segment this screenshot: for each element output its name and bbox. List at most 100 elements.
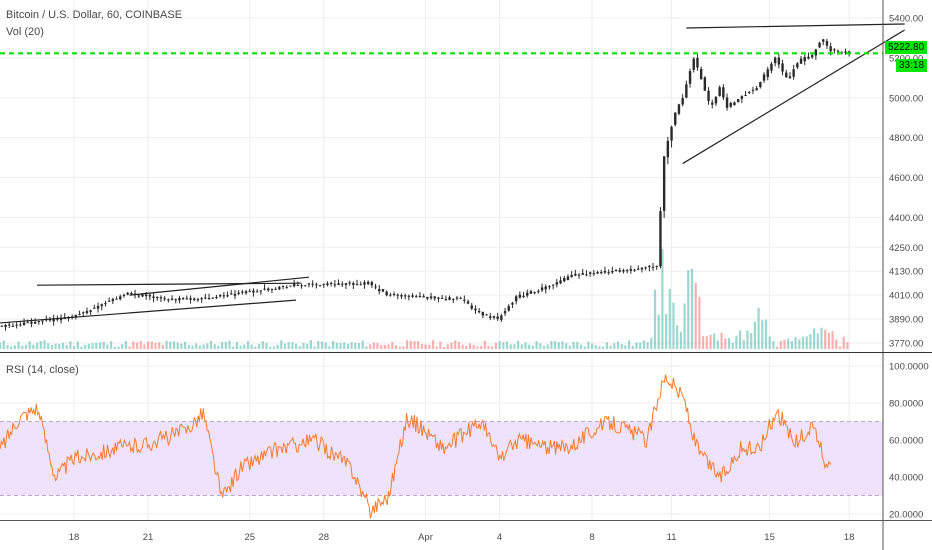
- candle-body: [644, 267, 647, 269]
- volume-bar: [147, 341, 150, 349]
- candle-body: [581, 273, 584, 275]
- volume-bar: [110, 341, 113, 349]
- candle-body: [500, 315, 503, 320]
- volume-bar: [468, 343, 472, 349]
- candle-body: [82, 312, 85, 314]
- candle-body: [622, 270, 625, 272]
- volume-bar: [753, 321, 756, 349]
- volume-bar: [431, 340, 435, 349]
- candle-body: [818, 42, 821, 48]
- candle-body: [204, 297, 207, 299]
- volume-bar: [428, 344, 431, 349]
- rsi-axis-tick-label: 80.0000: [889, 399, 923, 410]
- candle-body: [333, 284, 337, 286]
- candle-body: [122, 294, 126, 296]
- volume-bar: [702, 336, 705, 349]
- volume-bar: [661, 248, 664, 349]
- candle-body: [648, 265, 651, 268]
- candle-body: [159, 297, 163, 299]
- volume-bar: [313, 346, 316, 349]
- volume-bar: [87, 343, 90, 349]
- volume-bar: [524, 342, 527, 349]
- candle-body: [548, 286, 551, 288]
- volume-bar: [309, 340, 312, 349]
- volume-bar: [383, 344, 386, 349]
- volume-bar: [73, 346, 76, 349]
- volume-bar: [117, 346, 120, 349]
- volume-bar: [228, 340, 231, 349]
- candle-body: [315, 284, 318, 286]
- candle-body: [152, 296, 155, 298]
- volume-bar: [635, 342, 638, 349]
- volume-bar: [716, 340, 719, 349]
- volume-bar: [583, 346, 586, 349]
- candle-body: [711, 102, 714, 105]
- candle-body: [718, 87, 721, 96]
- trendline: [129, 276, 310, 296]
- volume-bar: [413, 341, 416, 349]
- candle-body: [30, 321, 33, 324]
- volume-bar: [846, 342, 849, 349]
- price-axis-tick-label: 5200.00: [889, 53, 923, 64]
- volume-bar: [709, 334, 712, 349]
- volume-bar: [150, 341, 153, 349]
- volume-bar: [605, 342, 608, 349]
- candle-body: [577, 274, 581, 276]
- rsi-axis-tick-label: 20.0000: [889, 510, 923, 521]
- time-axis-tick-label: 15: [764, 532, 775, 543]
- candle-body: [777, 57, 781, 65]
- candle-body: [267, 288, 270, 291]
- volume-bar: [505, 341, 509, 349]
- volume-bar: [809, 334, 812, 349]
- candle-body: [466, 301, 470, 304]
- volume-bar: [221, 342, 224, 349]
- candle-body: [529, 291, 533, 294]
- candle-body: [181, 297, 185, 299]
- candle-body: [56, 318, 59, 320]
- volume-bar: [298, 346, 301, 349]
- volume-bar: [761, 320, 764, 349]
- candle-body: [748, 91, 751, 93]
- candle-body: [596, 272, 599, 274]
- volume-bar: [224, 341, 227, 349]
- volume-bar: [713, 333, 716, 349]
- candle-body: [618, 270, 621, 272]
- volume-bar: [739, 330, 742, 349]
- candle-body: [411, 295, 414, 297]
- volume-bar: [69, 341, 72, 349]
- volume-bar: [787, 338, 790, 349]
- candle-body: [104, 303, 107, 305]
- volume-bar: [417, 341, 420, 349]
- symbol-title[interactable]: Bitcoin / U.S. Dollar, 60, COINBASE: [6, 9, 183, 21]
- candle-body: [322, 284, 325, 286]
- rsi-series-line: [0, 374, 832, 519]
- volume-legend[interactable]: Vol (20): [6, 26, 44, 38]
- candle-body: [8, 324, 11, 326]
- volume-bar: [805, 336, 808, 349]
- volume-bar: [757, 307, 760, 349]
- volume-bar: [639, 342, 642, 349]
- candle-body: [241, 291, 244, 293]
- candle-body: [574, 273, 577, 276]
- volume-bar: [561, 341, 564, 349]
- candle-body: [15, 324, 18, 326]
- volume-bar: [579, 344, 583, 349]
- rsi-axis-tick-label: 60.0000: [889, 436, 923, 447]
- volume-bar: [387, 344, 390, 349]
- price-axis-tick-label: 4250.00: [889, 243, 923, 254]
- volume-bars: [0, 248, 849, 349]
- volume-bar: [480, 345, 483, 349]
- volume-bar: [683, 303, 686, 349]
- volume-bar: [265, 342, 268, 349]
- candle-body: [292, 283, 296, 287]
- time-axis-tick-label: 18: [69, 532, 80, 543]
- rsi-legend[interactable]: RSI (14, close): [6, 364, 79, 376]
- candle-body: [825, 41, 829, 46]
- candle-body: [93, 307, 96, 309]
- candle-body: [378, 288, 381, 292]
- candle-body: [329, 283, 333, 285]
- candle-body: [0, 325, 4, 327]
- candle-body: [130, 292, 133, 294]
- volume-bar: [690, 268, 694, 349]
